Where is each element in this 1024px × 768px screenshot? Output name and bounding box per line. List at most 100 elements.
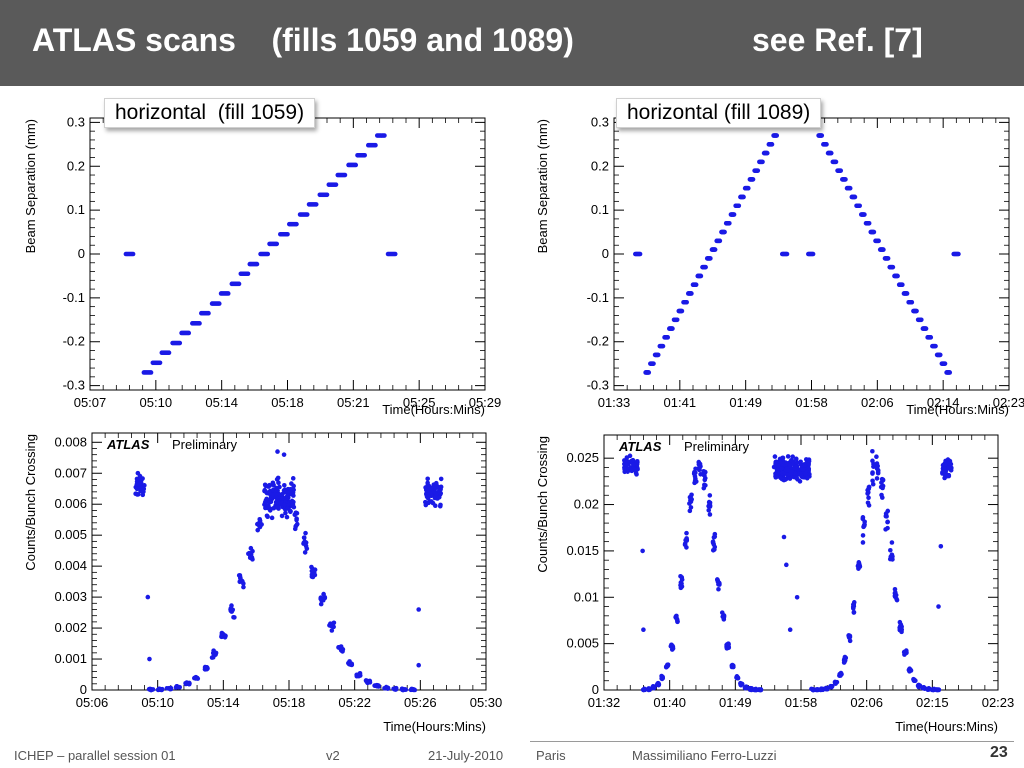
- data-point: [245, 271, 251, 277]
- data-point: [141, 486, 147, 492]
- data-point: [632, 467, 637, 472]
- data-point: [134, 486, 140, 492]
- data-point: [683, 538, 688, 543]
- y-tick-label: -0.1: [587, 290, 609, 305]
- data-point: [833, 159, 839, 165]
- y-tick-label: 0.2: [67, 158, 85, 173]
- data-point: [857, 563, 862, 568]
- preliminary-label: Preliminary: [172, 437, 238, 452]
- data-point: [717, 582, 722, 587]
- y-tick-label: 0.1: [591, 202, 609, 217]
- data-point: [353, 162, 359, 168]
- data-point: [206, 310, 211, 316]
- x-tick-label: 01:58: [795, 395, 828, 410]
- data-point: [282, 502, 287, 507]
- data-point: [275, 475, 281, 481]
- x-tick-label: 01:49: [729, 395, 762, 410]
- data-point: [708, 256, 713, 261]
- data-point: [885, 525, 890, 531]
- data-point: [302, 550, 308, 555]
- data-point: [637, 251, 643, 257]
- data-point: [923, 326, 929, 331]
- data-point: [304, 212, 310, 217]
- data-point: [925, 686, 931, 692]
- data-point: [706, 507, 712, 513]
- data-point: [775, 474, 780, 479]
- data-point: [842, 659, 847, 665]
- data-point: [157, 360, 163, 366]
- atlas-label: ATLAS: [618, 439, 662, 454]
- data-point: [688, 505, 694, 510]
- data-point: [781, 534, 787, 540]
- x-tick-label: 05:18: [273, 695, 306, 710]
- data-point: [321, 591, 326, 597]
- y-axis-title: Beam Separation (mm): [23, 119, 38, 253]
- data-point: [701, 485, 707, 491]
- data-point: [289, 481, 294, 486]
- data-point: [265, 251, 271, 257]
- data-point: [349, 662, 355, 668]
- y-tick-label: 0.003: [54, 589, 87, 604]
- data-point: [409, 686, 415, 692]
- y-axis-title: Counts/Bunch Crossing: [23, 434, 38, 571]
- x-tick-label: 05:25: [403, 395, 436, 410]
- y-tick-label: 0.005: [566, 636, 599, 651]
- y-tick-label: 0: [80, 682, 87, 697]
- data-point: [285, 493, 291, 499]
- data-point: [679, 308, 685, 314]
- data-point: [309, 564, 314, 570]
- data-point: [885, 256, 891, 261]
- y-tick-label: -0.2: [63, 334, 85, 349]
- data-point: [736, 203, 742, 209]
- data-point: [712, 531, 718, 537]
- data-point: [684, 299, 689, 305]
- data-point: [800, 467, 806, 472]
- data-point: [875, 463, 880, 469]
- data-point: [861, 523, 867, 528]
- x-tick-label: 05:26: [404, 695, 437, 710]
- data-point: [734, 675, 740, 680]
- x-tick-label: 05:21: [337, 395, 370, 410]
- data-point: [874, 454, 879, 460]
- x-tick-label: 01:41: [664, 395, 697, 410]
- data-point: [340, 649, 345, 654]
- data-point: [829, 684, 834, 690]
- data-points: [123, 133, 398, 375]
- data-point: [303, 543, 309, 549]
- data-point: [904, 649, 909, 655]
- data-point: [416, 662, 421, 668]
- data-point: [186, 330, 192, 336]
- x-tick-label: 01:32: [588, 695, 621, 710]
- y-tick-label: 0.1: [67, 202, 85, 217]
- data-point: [255, 527, 261, 533]
- data-point: [274, 495, 279, 500]
- data-point: [693, 470, 698, 476]
- data-point: [689, 291, 694, 296]
- data-point: [275, 449, 280, 454]
- data-point: [897, 625, 902, 631]
- data-point: [382, 133, 387, 138]
- data-point: [279, 513, 285, 519]
- data-point: [721, 615, 727, 621]
- data-point: [333, 182, 339, 187]
- data-point: [802, 463, 808, 468]
- data-point: [798, 459, 803, 465]
- data-point: [788, 470, 794, 476]
- data-point: [665, 335, 671, 340]
- data-point: [942, 465, 947, 471]
- data-point: [346, 660, 351, 666]
- data-point: [917, 683, 922, 688]
- y-tick-label: 0.007: [54, 465, 87, 480]
- data-point: [895, 273, 900, 279]
- data-point: [383, 684, 389, 690]
- data-point: [870, 478, 875, 484]
- data-point: [794, 460, 800, 465]
- plot-frame: [91, 432, 487, 691]
- data-point: [862, 212, 867, 217]
- data-point: [312, 572, 318, 578]
- data-point: [194, 675, 200, 681]
- data-point: [137, 477, 143, 482]
- data-point: [157, 687, 162, 693]
- data-point: [942, 361, 948, 366]
- data-point: [707, 500, 713, 506]
